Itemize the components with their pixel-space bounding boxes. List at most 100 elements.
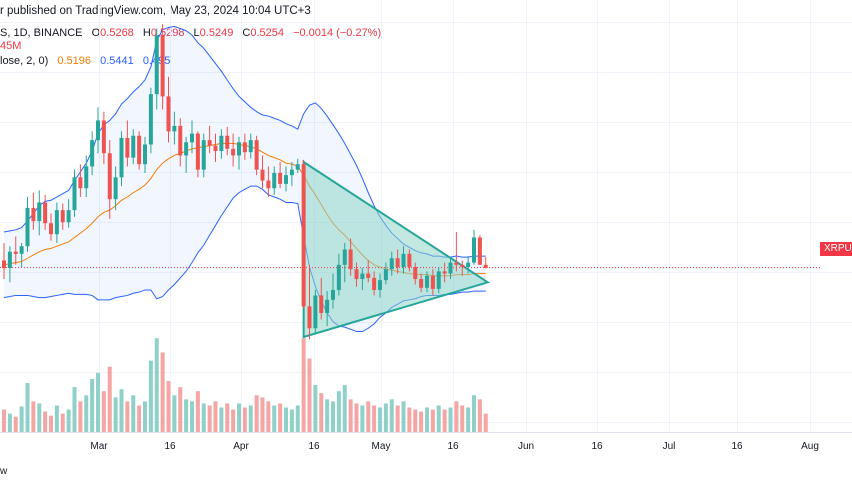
candle-body <box>436 271 441 289</box>
candle-body <box>213 145 218 152</box>
volume-bar <box>25 383 30 432</box>
candle-body <box>419 279 424 288</box>
volume-bar <box>407 407 412 432</box>
candle-body <box>90 140 95 167</box>
candle-body <box>284 175 288 184</box>
candle-body <box>272 172 277 189</box>
volume-bar <box>307 358 312 432</box>
volume-bar <box>289 409 294 432</box>
volume-bar <box>96 372 100 432</box>
low-value: 0.5249 <box>199 27 234 39</box>
volume-bar <box>2 409 6 432</box>
candle-body <box>184 142 189 156</box>
volume-bar <box>237 403 241 432</box>
candle-body <box>289 169 294 176</box>
x-tick-label: Aug <box>801 441 819 452</box>
candle-body <box>54 210 59 235</box>
volume-bar <box>436 405 441 432</box>
volume-bar <box>284 407 288 432</box>
candle-body <box>278 172 283 184</box>
candle-body <box>154 35 159 95</box>
volume-bar <box>219 407 224 432</box>
candle-body <box>195 133 200 170</box>
candle-body <box>366 273 371 278</box>
volume-bar <box>172 395 177 432</box>
candle-body <box>319 295 324 313</box>
candle-body <box>266 180 271 189</box>
volume-bar <box>483 413 488 432</box>
candle-body <box>219 135 224 152</box>
footer-text: w <box>0 466 8 477</box>
volume-bar <box>348 399 353 432</box>
volume-bar <box>272 405 277 432</box>
candle-body <box>248 140 253 153</box>
x-tick-label: 16 <box>308 441 320 452</box>
volume-bar <box>242 407 247 432</box>
candle-body <box>454 262 459 265</box>
close-value: 0.5254 <box>250 27 284 39</box>
volume-bar <box>166 381 171 432</box>
candle-body <box>113 177 118 200</box>
triangle-pattern <box>302 160 491 339</box>
volume-readout: 45M <box>0 40 22 52</box>
volume-bar <box>413 409 418 432</box>
volume-bar <box>448 407 453 432</box>
change-value: −0.0014 (−0.27%) <box>293 27 382 39</box>
volume-bar <box>419 411 424 432</box>
volume-bar <box>383 403 388 432</box>
candle-body <box>254 140 259 170</box>
candle-body <box>313 295 318 329</box>
volume-bar <box>466 407 471 432</box>
volume-bar <box>131 395 136 432</box>
volume-bar <box>366 401 371 432</box>
volume-bar <box>201 403 206 432</box>
candle-body <box>301 164 306 307</box>
volume-bar <box>342 385 347 432</box>
candle-body <box>166 96 171 132</box>
candle-body <box>96 120 100 141</box>
volume-bar <box>154 338 159 432</box>
candle-body <box>107 153 112 200</box>
high-label: H <box>142 27 151 39</box>
volume-bar <box>378 407 382 432</box>
close-label: C <box>242 27 251 39</box>
candle-body <box>2 260 6 269</box>
volume-bar <box>401 401 406 432</box>
candle-body <box>378 280 382 290</box>
volume-bar <box>160 352 165 432</box>
volume-bar <box>184 399 189 432</box>
symbol-text: S, 1D, BINANCE <box>0 27 83 39</box>
candle-body <box>31 207 36 222</box>
x-tick-label: 16 <box>447 441 459 452</box>
candle-body <box>307 306 312 329</box>
volume-bar <box>195 391 200 432</box>
candle-body <box>483 264 488 269</box>
volume-bar <box>178 387 183 432</box>
volume-bar <box>354 403 359 432</box>
volume-bar <box>389 399 394 432</box>
candle-body <box>401 253 406 267</box>
price-tag: XRPUS <box>820 242 852 256</box>
candle-body <box>260 169 265 181</box>
candle-body <box>477 237 482 265</box>
volume-bar <box>72 387 77 432</box>
volume-bar <box>425 407 429 432</box>
volume-bar <box>454 401 459 432</box>
publish-line: r published on TradingView.com, May 23, … <box>0 5 311 17</box>
volume-bar <box>360 405 365 432</box>
candle-body <box>348 249 353 270</box>
volume-bar <box>266 401 271 432</box>
candle-body <box>78 177 83 189</box>
candle-body <box>295 164 300 170</box>
bb-label: lose, 2, 0) <box>0 55 49 67</box>
volume-bar <box>43 411 48 432</box>
volume-bar <box>125 401 130 432</box>
volume-bar <box>231 409 236 432</box>
candle-body <box>49 223 53 235</box>
candle-body <box>7 251 12 269</box>
candle-body <box>336 264 341 290</box>
volume-bar <box>325 399 330 432</box>
volume-bar <box>260 397 265 432</box>
